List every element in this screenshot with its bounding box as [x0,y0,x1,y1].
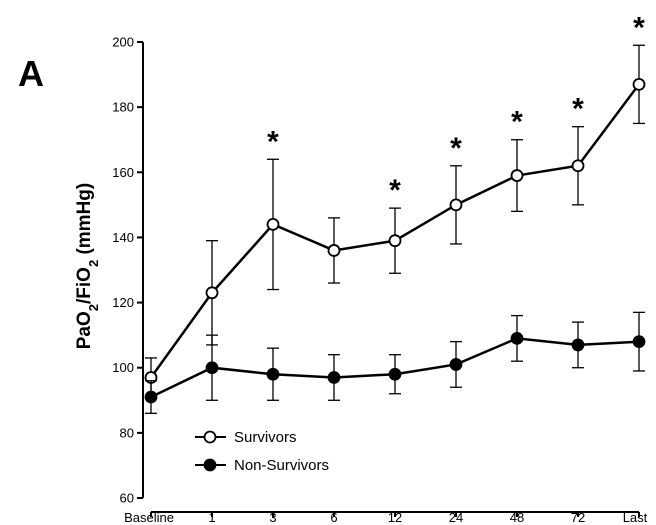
legend-label: Survivors [234,429,297,446]
x-tick-label: 1 [208,510,215,525]
x-tick-label: 48 [510,510,524,525]
series-non-survivors [144,311,646,414]
data-point [571,338,585,352]
annotation-layer: * * * * * * [267,11,645,207]
y-tick-label: 80 [120,425,134,440]
data-point [632,335,646,349]
x-tick-label: Baseline [124,510,174,525]
legend: Survivors Non-Survivors [195,429,329,474]
data-point [449,358,463,371]
data-point [327,244,341,257]
x-tick-label: 3 [269,510,276,525]
legend-item: Non-Survivors [195,457,329,474]
significance-star: * [633,11,645,44]
legend-marker [203,458,217,472]
data-point [510,331,524,345]
x-tick-label: Last [623,510,648,525]
legend-marker [203,430,217,444]
y-tick-label: 180 [112,100,134,115]
significance-star: * [511,106,523,139]
significance-star: * [572,93,584,126]
y-axis-label: PaO2/FiO2 (mmHg) [74,183,101,350]
y-tick-label: 160 [112,165,134,180]
y-tick-label: 100 [112,360,134,375]
axes: 60 80 100 120 140 160 180 200 Baseline 1 3 6 12 24 48 7… [112,35,647,525]
data-point [632,77,646,91]
legend-label: Non-Survivors [234,457,329,474]
x-tick-label: 72 [571,510,585,525]
y-tick-label: 200 [112,35,134,50]
series-layer [144,44,646,414]
data-point [327,371,341,384]
significance-star: * [450,132,462,165]
data-point [388,367,402,381]
y-tick-label: 60 [120,491,134,506]
data-point [510,169,524,182]
x-tick-label: 12 [388,510,402,525]
y-tick-label: 140 [112,230,134,245]
data-point [205,286,219,300]
data-point [266,367,280,381]
significance-star: * [389,174,401,207]
x-tick-label: 6 [330,510,337,525]
data-point [449,198,463,212]
y-tick-label: 120 [112,295,134,310]
significance-star: * [267,125,279,158]
data-point [388,234,402,248]
data-point [205,361,219,375]
x-tick-label: 24 [449,510,463,525]
series-survivors [144,44,646,398]
panel-label: A [18,53,44,94]
data-point [266,217,280,231]
legend-item: Survivors [195,429,297,446]
data-point [144,390,158,404]
data-point [571,159,585,173]
